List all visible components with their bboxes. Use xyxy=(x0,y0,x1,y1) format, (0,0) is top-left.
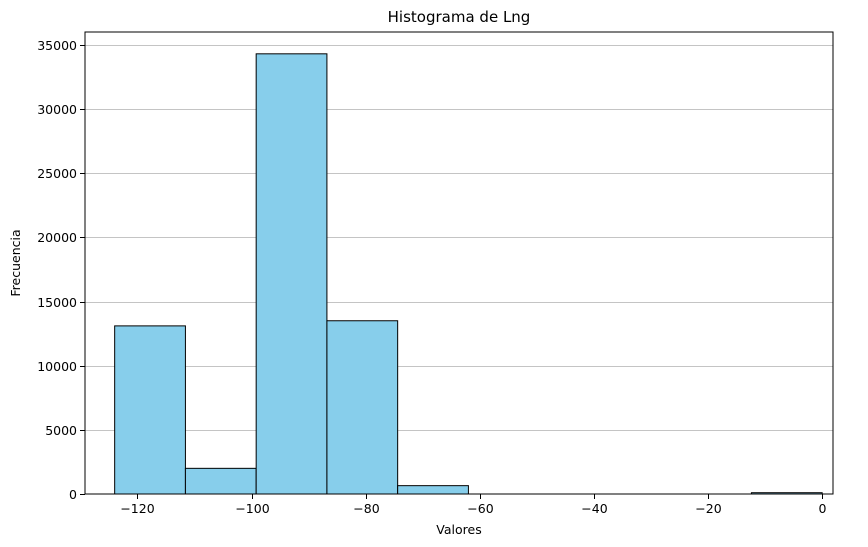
y-axis-title: Frecuencia xyxy=(8,229,23,296)
y-tick-label: 15000 xyxy=(37,295,77,310)
y-tick-label: 35000 xyxy=(37,38,77,53)
x-axis-ticks: −120 −100 −80 −60 −40 −20 0 xyxy=(120,494,827,516)
histogram-bar xyxy=(114,325,186,495)
x-tick-label: −120 xyxy=(120,501,154,516)
y-tick-label: 20000 xyxy=(37,230,77,245)
x-tick-label: −20 xyxy=(695,501,721,516)
y-gridlines xyxy=(85,45,833,431)
y-tick-label: 30000 xyxy=(37,102,77,117)
histogram-bar xyxy=(397,485,469,495)
histogram-bar xyxy=(326,320,399,495)
plot-frame xyxy=(84,31,834,495)
x-tick-label: −100 xyxy=(235,501,269,516)
y-tick-label: 25000 xyxy=(37,166,77,181)
histogram-bar xyxy=(255,53,328,495)
y-tick-label: 10000 xyxy=(37,359,77,374)
x-axis-title: Valores xyxy=(436,522,481,537)
x-tick-label: 0 xyxy=(819,501,827,516)
histogram-bar xyxy=(184,467,257,495)
x-tick-label: −60 xyxy=(467,501,493,516)
y-tick-label: 5000 xyxy=(45,423,77,438)
y-axis-ticks: 0 5000 10000 15000 20000 25000 30000 35000 xyxy=(37,38,85,502)
y-tick-label: 0 xyxy=(69,487,77,502)
x-tick-label: −40 xyxy=(581,501,607,516)
chart-title: Histograma de Lng xyxy=(388,8,531,26)
x-tick-label: −80 xyxy=(353,501,379,516)
